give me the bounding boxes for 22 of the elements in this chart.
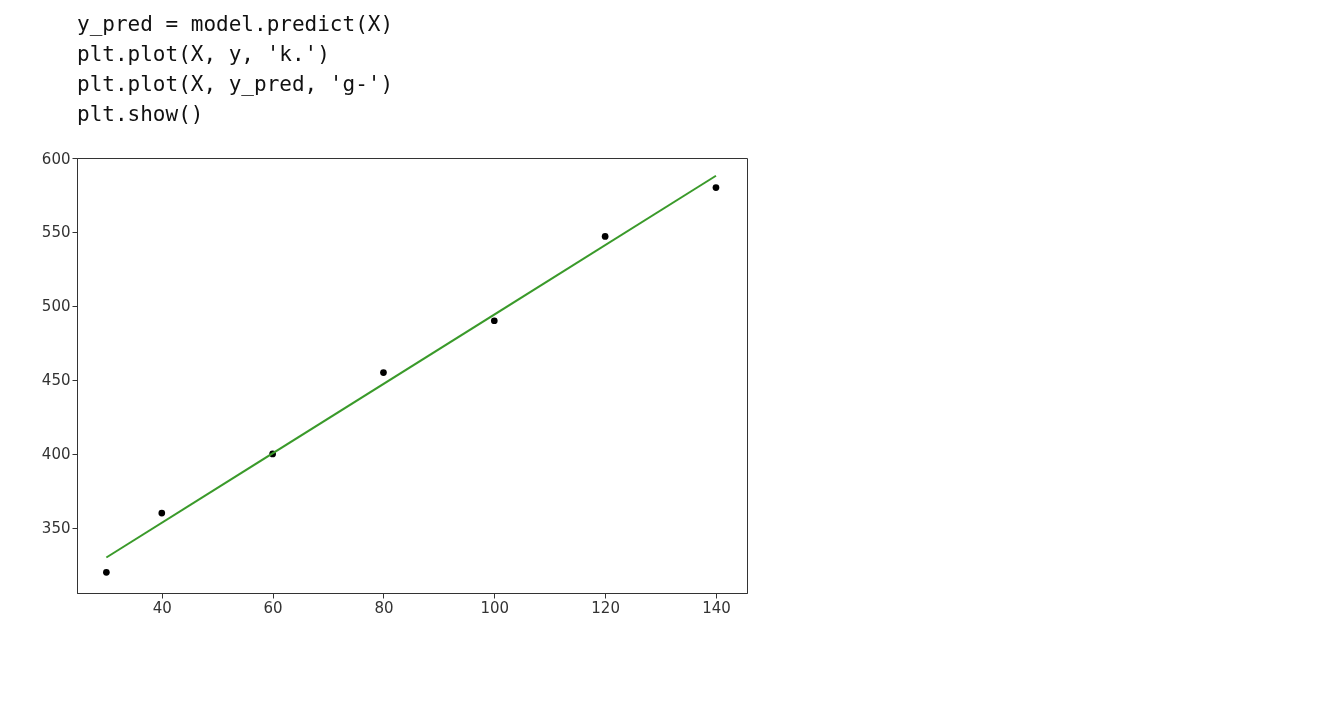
text: plt.plot(X, y_pred, 'g-') [77,72,394,96]
y-tick-label: 350 [41,519,71,538]
y-tick-label: 600 [41,149,71,168]
point [490,317,498,325]
text: y_pred = model.predict(X) [77,12,394,36]
point [103,568,110,576]
x-tick-label: 80 [374,598,394,617]
text: plt.show() [77,102,204,126]
x-tick-label: 120 [591,598,620,617]
y-tick-label: 550 [41,223,71,242]
text: plt.plot(X, y, 'k.') [77,42,330,66]
point [601,233,609,240]
y-tick-label: 500 [41,297,71,316]
point [158,509,166,517]
x-tick-label: 140 [702,598,731,617]
point [380,369,387,376]
y-tick-label: 450 [41,371,71,390]
x-tick-label: 60 [263,598,283,617]
x-tick-label: 40 [152,598,172,617]
x-tick-label: 100 [480,598,510,617]
y-tick-label: 400 [41,445,71,464]
point [712,184,720,191]
